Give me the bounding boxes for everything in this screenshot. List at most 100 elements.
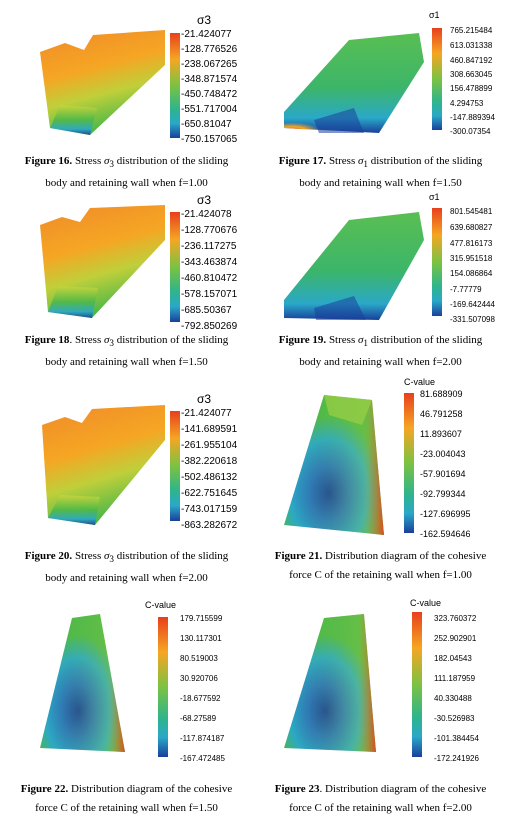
cohesive-force-contour-plot: C-value 323.760372 252.902901 182.04543 …: [284, 598, 479, 763]
legend-label: 156.478899: [450, 84, 493, 93]
stress-contour-plot: σ3 -21.424077 -141.689591 -261.955104 -3…: [42, 392, 238, 531]
legend-label: -622.751645: [181, 488, 238, 499]
legend-label: -450.748472: [181, 89, 238, 100]
legend-labels: 81.688909 46.791258 11.893607 -23.004043…: [420, 389, 471, 539]
legend-label: 179.715599: [180, 614, 223, 623]
figure-caption: Figure 18. Stress σ3 distribution of the…: [24, 334, 229, 369]
cohesive-force-contour-plot: C-value 81.688909 46.791258 11.893607 -2…: [284, 377, 471, 539]
colorbar: [432, 28, 442, 130]
figure-caption: Figure 20. Stress σ3 distribution of the…: [24, 550, 229, 585]
wall-top-contour: [324, 395, 372, 425]
legend-labels: 323.760372 252.902901 182.04543 111.1879…: [434, 614, 479, 763]
figure-caption: Figure 19. Stress σ1 distribution of the…: [278, 334, 483, 369]
legend-label: -460.810472: [181, 273, 238, 284]
retaining-wall-contour: [48, 286, 98, 318]
figure-number: Figure 20.: [24, 550, 73, 562]
figure-17: σ1 765.215484 613.031338 460.847192 308.…: [254, 0, 507, 200]
legend-label: -128.776526: [181, 44, 238, 55]
legend-label: -92.799344: [420, 489, 466, 499]
legend-label: 477.816173: [450, 239, 493, 248]
legend-labels: 801.545481 639.680827 477.816173 315.951…: [450, 207, 495, 324]
colorbar: [404, 393, 414, 533]
legend-label: -169.642444: [450, 300, 495, 309]
legend-label: -30.526983: [434, 714, 475, 723]
figure-caption: Figure 21. Distribution diagram of the c…: [274, 550, 487, 581]
legend-label: -863.282672: [181, 520, 238, 531]
legend-label: 80.519003: [180, 654, 218, 663]
legend-label: -792.850269: [181, 321, 238, 332]
legend-label: -117.874187: [180, 734, 225, 743]
colorbar: [170, 212, 180, 322]
legend-label: -382.220618: [181, 456, 238, 467]
legend-label: 315.951518: [450, 254, 493, 263]
legend-label: -578.157071: [181, 289, 238, 300]
legend-label: 111.187959: [434, 674, 476, 683]
sliding-body-contour: [284, 212, 424, 320]
legend-label: -18.677592: [180, 694, 221, 703]
figure-23: C-value 323.760372 252.902901 182.04543 …: [254, 590, 507, 824]
legend-label: 182.04543: [434, 654, 472, 663]
stress-contour-plot: σ3 -21.424077 -128.776526 -238.067265 -3…: [40, 13, 238, 145]
figure-caption: Figure 23. Distribution diagram of the c…: [274, 783, 487, 814]
stress-contour-plot: σ1 801.545481 639.680827 477.816173 315.…: [284, 192, 495, 324]
legend-label: 801.545481: [450, 207, 493, 216]
legend-title: C-value: [145, 600, 176, 610]
legend-labels: -21.424077 -141.689591 -261.955104 -382.…: [181, 408, 238, 531]
legend-label: 308.663045: [450, 70, 493, 79]
cohesive-force-contour-plot: C-value 179.715599 130.117301 80.519003 …: [40, 600, 225, 763]
legend-label: -743.017159: [181, 504, 238, 515]
legend-label: -343.463874: [181, 257, 238, 268]
legend-label: 46.791258: [420, 409, 463, 419]
figure-number: Figure 21.: [274, 550, 323, 562]
figure-19: σ1 801.545481 639.680827 477.816173 315.…: [254, 192, 507, 385]
wall-edge-contour: [284, 395, 384, 535]
legend-label: 154.086864: [450, 269, 493, 278]
legend-label: 130.117301: [180, 634, 222, 643]
low-stress-zone: [314, 108, 364, 133]
wall-edge-contour: [284, 614, 376, 752]
legend-label: -21.424077: [181, 408, 232, 419]
retaining-wall-contour: [50, 105, 97, 135]
legend-label: -21.424078: [181, 209, 232, 220]
legend-label: -141.689591: [181, 424, 238, 435]
legend-title: σ3: [197, 392, 211, 406]
figure-22: C-value 179.715599 130.117301 80.519003 …: [0, 590, 253, 824]
legend-labels: 179.715599 130.117301 80.519003 30.92070…: [180, 614, 225, 763]
legend-label: 613.031338: [450, 41, 493, 50]
retaining-wall-contour: [48, 495, 100, 525]
legend-title: σ1: [429, 192, 440, 202]
colorbar: [170, 33, 180, 138]
legend-label: -238.067265: [181, 59, 238, 70]
legend-labels: 765.215484 613.031338 460.847192 308.663…: [450, 26, 495, 136]
legend-label: -7.77779: [450, 285, 482, 294]
figure-21: C-value 81.688909 46.791258 11.893607 -2…: [254, 377, 507, 590]
legend-label: -261.955104: [181, 440, 238, 451]
colorbar: [170, 411, 180, 521]
legend-label: -172.241926: [434, 754, 479, 763]
legend-title: C-value: [410, 598, 441, 608]
legend-label: -685.50367: [181, 305, 232, 316]
figure-caption: Figure 22. Distribution diagram of the c…: [20, 783, 233, 814]
figure-16: σ3 -21.424077 -128.776526 -238.067265 -3…: [0, 0, 253, 200]
legend-label: -331.507098: [450, 315, 495, 324]
stress-contour-plot: σ1 765.215484 613.031338 460.847192 308.…: [284, 10, 495, 136]
legend-label: -68.27589: [180, 714, 217, 723]
stress-contour-plot: σ3 -21.424078 -128.770676 -236.117275 -3…: [40, 193, 238, 332]
legend-label: -147.889394: [450, 113, 495, 122]
sliding-body-contour: [284, 33, 424, 133]
legend-label: -128.770676: [181, 225, 238, 236]
figure-20: σ3 -21.424077 -141.689591 -261.955104 -3…: [0, 385, 253, 590]
colorbar: [158, 617, 168, 757]
legend-label: -23.004043: [420, 449, 466, 459]
legend-title: σ1: [429, 10, 440, 20]
legend-label: 323.760372: [434, 614, 477, 623]
legend-label: 81.688909: [420, 389, 463, 399]
wall-edge-contour: [40, 614, 125, 752]
figure-caption: Figure 17. Stress σ1 distribution of the…: [278, 155, 483, 190]
legend-label: -750.157065: [181, 134, 238, 145]
figure-number: Figure 16.: [24, 155, 73, 167]
figure-number: Figure 19.: [278, 334, 327, 346]
legend-label: 252.902901: [434, 634, 477, 643]
legend-label: -551.717004: [181, 104, 238, 115]
figure-number: Figure 17.: [278, 155, 327, 167]
